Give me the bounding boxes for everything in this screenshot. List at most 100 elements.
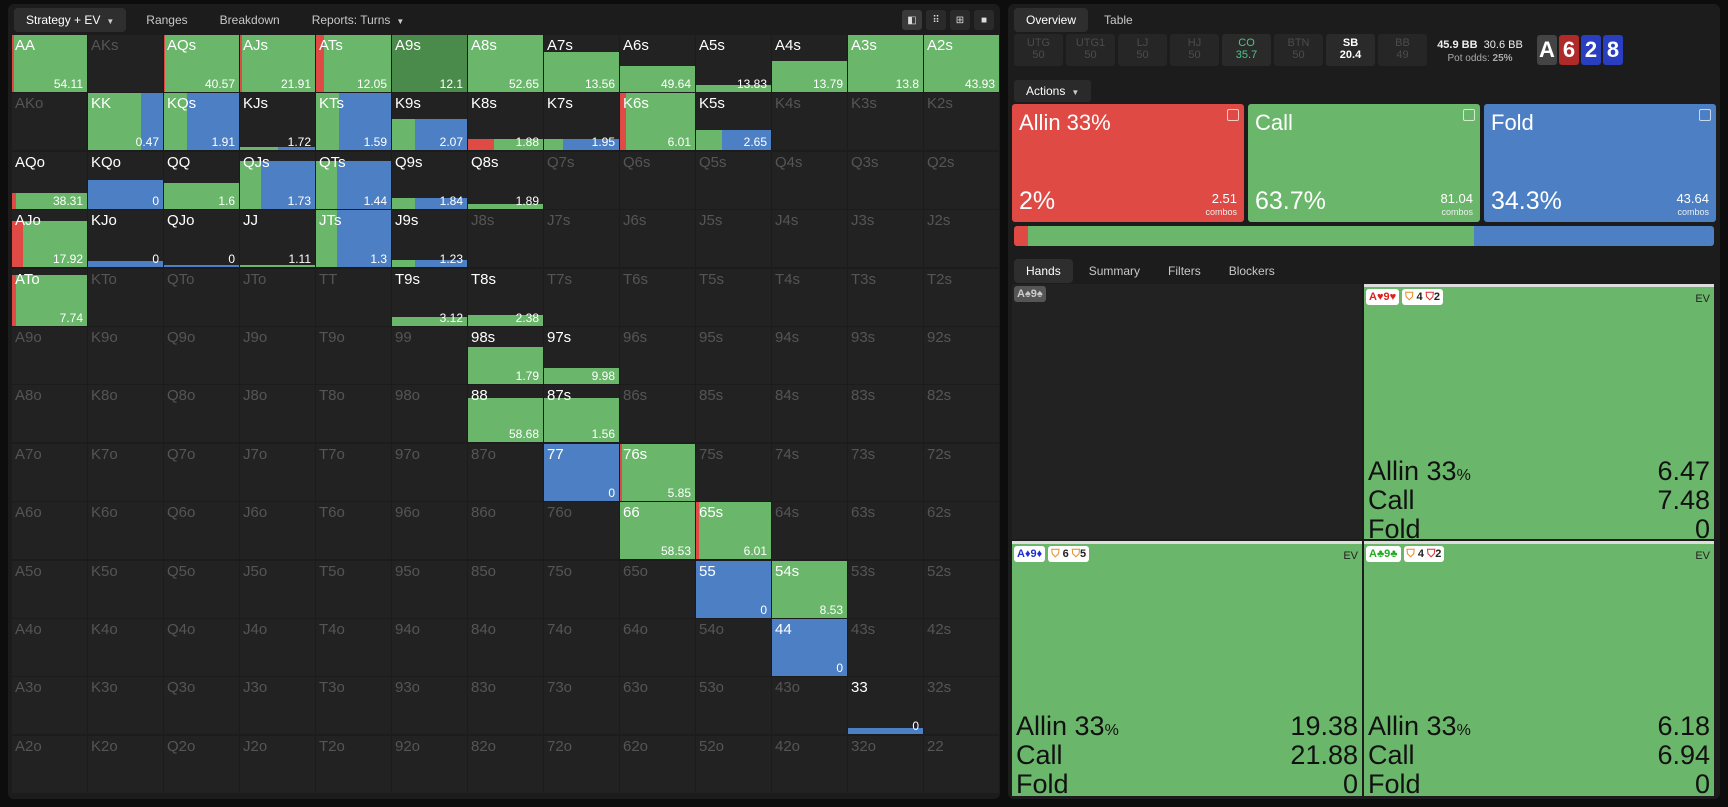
hand-cell[interactable]: 64s [772,502,847,560]
hand-cell[interactable]: 54o [696,619,771,676]
hand-cell[interactable]: 1.95 K7s [544,93,619,151]
hand-cell[interactable]: 86o [468,502,543,560]
actions-dropdown[interactable]: Actions ▼ [1014,80,1092,102]
hand-cell[interactable]: 3.12 T9s [392,268,467,326]
hand-cell[interactable]: 1.11 JJ [240,210,315,268]
hand-cell[interactable]: 21.91 AJs [240,35,315,92]
hand-cell[interactable]: J4s [772,210,847,268]
hand-cell[interactable]: 95s [696,327,771,384]
hand-cell[interactable]: K8o [88,385,163,443]
hand-cell[interactable]: J5s [696,210,771,268]
action-call[interactable]: Call 63.7% 81.04 combos [1248,104,1480,222]
hand-cell[interactable]: Q3o [164,677,239,735]
hand-cell[interactable]: K9o [88,327,163,384]
hand-cell[interactable]: Q7s [544,151,619,209]
hand-cell[interactable]: K7o [88,443,163,501]
hand-cell[interactable]: 0 KJo [88,210,163,268]
hand-cell[interactable]: 1.72 KJs [240,93,315,151]
hand-cell[interactable]: 62o [620,735,695,793]
tab-ranges[interactable]: Ranges [146,13,188,27]
hand-cell[interactable]: 53s [848,560,923,618]
hand-cell[interactable]: T5o [316,560,391,618]
hand-cell[interactable]: 13.79 A4s [772,35,847,92]
tab-breakdown[interactable]: Breakdown [219,13,280,27]
hand-cell[interactable]: 84o [468,619,543,676]
hand-cell[interactable]: 42s [924,619,999,676]
hand-cell[interactable]: 13.8 A3s [848,35,923,92]
hand-cell[interactable]: J3s [848,210,923,268]
tab-filters[interactable]: Filters [1168,264,1201,278]
hand-cell[interactable]: T3s [848,268,923,326]
hand-cell[interactable]: Q6s [620,151,695,209]
tab-summary[interactable]: Summary [1088,264,1141,278]
hand-cell[interactable]: 1.59 KTs [316,93,391,151]
hand-cell[interactable]: J6s [620,210,695,268]
hand-cell[interactable]: 84s [772,385,847,443]
hand-cell[interactable]: 2.65 K5s [696,93,771,151]
position-co[interactable]: CO 35.7 [1222,34,1271,66]
hand-cell[interactable]: 13.83 A5s [696,35,771,92]
hand-cell[interactable]: 6.01 65s [696,502,771,560]
hand-cell[interactable]: 0.47 KK [88,93,163,151]
hand-cell[interactable]: AKs [88,35,163,92]
hand-cell[interactable]: A7o [12,443,87,501]
hand-cell[interactable]: 17.92 AJo [12,210,87,268]
action-allin[interactable]: Allin 33% 2% 2.51 combos [1012,104,1244,222]
details-icon[interactable] [1699,109,1711,121]
hand-cell[interactable]: JTo [240,268,315,326]
position-hj[interactable]: HJ 50 [1170,34,1219,66]
hand-cell[interactable]: T2o [316,735,391,793]
hand-cell[interactable]: 94o [392,619,467,676]
hand-cell[interactable]: J5o [240,560,315,618]
hand-cell[interactable]: 93o [392,677,467,735]
hand-cell[interactable]: 0 QJo [164,210,239,268]
hand-cell[interactable]: 82o [468,735,543,793]
hand-cell[interactable]: A6o [12,502,87,560]
hand-cell[interactable]: T4s [772,268,847,326]
hand-cell[interactable]: 87o [468,443,543,501]
hand-card[interactable]: A♥9♥ ⛉ 4 ⛉2 EV Allin 33% 6.47 Call 7.48 Fol… [1364,284,1714,544]
hand-cell[interactable]: 12.1 A9s [392,35,467,92]
hand-cell[interactable]: 73o [544,677,619,735]
hand-cell[interactable]: KTo [88,268,163,326]
hand-cell[interactable]: A8o [12,385,87,443]
hand-cell[interactable]: 97o [392,443,467,501]
hand-cell[interactable]: 40.57 AQs [164,35,239,92]
hand-cell[interactable]: 1.44 QTs [316,151,391,209]
hand-cell[interactable]: 63s [848,502,923,560]
hand-cell[interactable]: J3o [240,677,315,735]
hand-cell[interactable]: 32o [848,735,923,793]
hand-cell[interactable]: 49.64 A6s [620,35,695,92]
hand-cell[interactable]: T4o [316,619,391,676]
hand-card[interactable]: A♣9♣ ⛉ 4 ⛉2 EV Allin 33% 6.18 Call 6.94 Fol… [1364,541,1714,799]
hand-cell[interactable]: 43.93 A2s [924,35,999,92]
hand-cell[interactable]: Q8o [164,385,239,443]
hand-cell[interactable]: K5o [88,560,163,618]
hand-cell[interactable]: K2s [924,93,999,151]
hand-cell[interactable]: 1.3 JTs [316,210,391,268]
hand-cell[interactable]: K3s [848,93,923,151]
hand-cell[interactable]: 58.53 66 [620,502,695,560]
hand-cell[interactable]: 1.88 K8s [468,93,543,151]
hand-cell[interactable]: Q7o [164,443,239,501]
hand-cell[interactable]: J2s [924,210,999,268]
hand-cell[interactable]: 0 77 [544,443,619,501]
hand-cell[interactable]: 1.73 QJs [240,151,315,209]
hand-cell[interactable]: J9o [240,327,315,384]
hand-cell[interactable]: 85s [696,385,771,443]
hand-cell[interactable]: A9o [12,327,87,384]
hand-cell[interactable]: T9o [316,327,391,384]
hand-cell[interactable]: 85o [468,560,543,618]
hand-cell[interactable]: A4o [12,619,87,676]
hand-cell[interactable]: 2.38 T8s [468,268,543,326]
hand-cell[interactable]: 74o [544,619,619,676]
tab-reports[interactable]: Reports: Turns ▼ [300,8,417,32]
hand-cell[interactable]: 0 55 [696,560,771,618]
tab-table[interactable]: Table [1104,13,1133,27]
tab-strategy-ev[interactable]: Strategy + EV ▼ [14,8,127,32]
position-lj[interactable]: LJ 50 [1118,34,1167,66]
hand-cell[interactable]: 52.65 A8s [468,35,543,92]
hand-cell[interactable]: T8o [316,385,391,443]
hand-cell[interactable]: J2o [240,735,315,793]
tab-blockers[interactable]: Blockers [1228,264,1275,278]
